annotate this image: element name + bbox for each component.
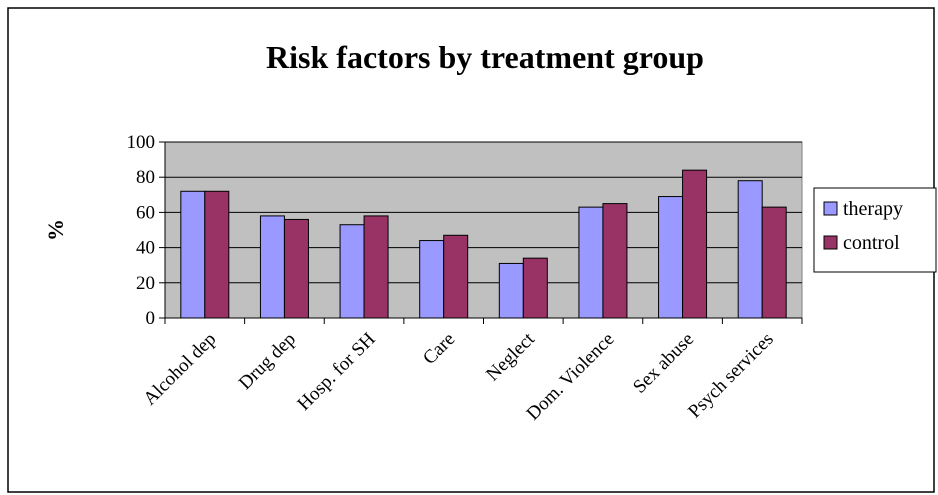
- legend-label-control: control: [843, 232, 900, 254]
- bar-therapy-5: [578, 206, 604, 319]
- bar-control-6: [682, 169, 708, 319]
- chart-title: Risk factors by treatment group: [266, 39, 704, 75]
- bar-therapy-3: [419, 240, 445, 319]
- legend-swatch-therapy: [823, 201, 838, 216]
- bar-control-0: [204, 190, 230, 319]
- bar-therapy-7: [737, 180, 763, 319]
- bar-control-5: [602, 203, 628, 319]
- bar-control-1: [283, 218, 309, 319]
- bar-therapy-2: [339, 224, 365, 319]
- legend-label-therapy: therapy: [843, 198, 903, 220]
- y-axis-label: %: [43, 219, 68, 241]
- y-tick-label: 60: [136, 202, 155, 223]
- bar-control-4: [522, 257, 548, 319]
- bar-therapy-4: [498, 262, 524, 319]
- y-tick-label: 20: [136, 273, 155, 294]
- bar-therapy-0: [180, 190, 206, 319]
- legend: therapy control: [813, 187, 937, 273]
- bar-control-3: [443, 234, 469, 319]
- bar-control-7: [761, 206, 787, 319]
- bar-control-2: [363, 215, 389, 319]
- y-tick-label: 100: [127, 132, 156, 153]
- y-tick-label: 80: [136, 167, 155, 188]
- y-tick-label: 0: [146, 308, 156, 329]
- bar-therapy-1: [259, 215, 285, 319]
- y-tick-label: 40: [136, 238, 155, 259]
- legend-swatch-control: [823, 235, 838, 250]
- bar-therapy-6: [658, 196, 684, 319]
